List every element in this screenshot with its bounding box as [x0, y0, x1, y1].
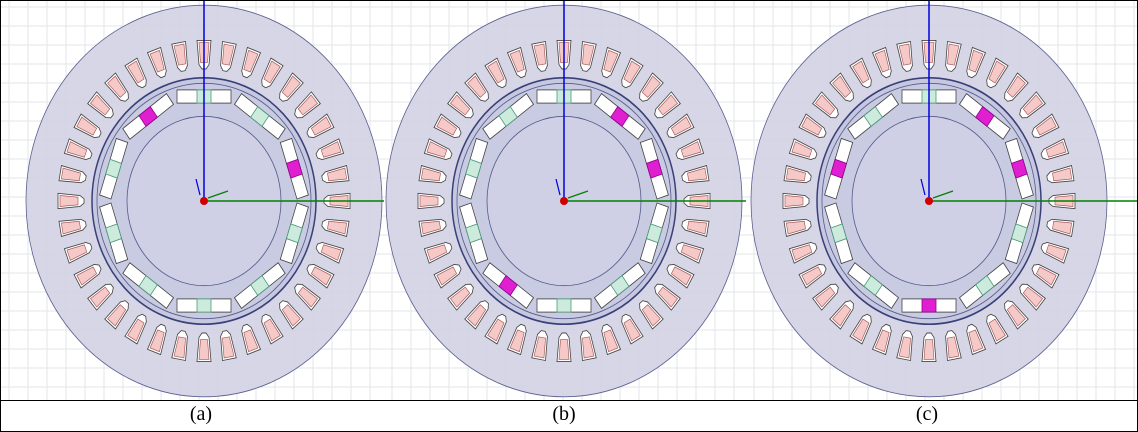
magnet [922, 299, 936, 312]
origin [200, 197, 208, 205]
caption: (a) [161, 403, 241, 426]
motor-views [1, 1, 1137, 401]
slot [783, 193, 809, 208]
magnet [557, 299, 571, 312]
panel [384, 1, 746, 400]
pole [177, 299, 231, 312]
slot [418, 193, 444, 208]
coil [785, 196, 803, 207]
panel [746, 1, 1137, 400]
panel-body [746, 1, 1137, 400]
coil [924, 340, 934, 360]
slot [197, 333, 211, 362]
coil [199, 340, 209, 360]
slot [557, 333, 571, 362]
panel [1, 1, 384, 400]
panel-body [384, 1, 746, 400]
pole [537, 299, 591, 312]
coil [420, 196, 438, 207]
coil [60, 196, 78, 207]
origin [925, 197, 933, 205]
figure: (a) (b) (c) [0, 0, 1138, 432]
caption: (b) [524, 403, 604, 426]
magnet [197, 299, 211, 312]
pole [902, 299, 956, 312]
origin [560, 197, 568, 205]
caption: (c) [887, 403, 967, 426]
coil [559, 340, 569, 360]
panel-body [1, 1, 384, 400]
slot [922, 333, 936, 362]
slot [58, 193, 84, 208]
